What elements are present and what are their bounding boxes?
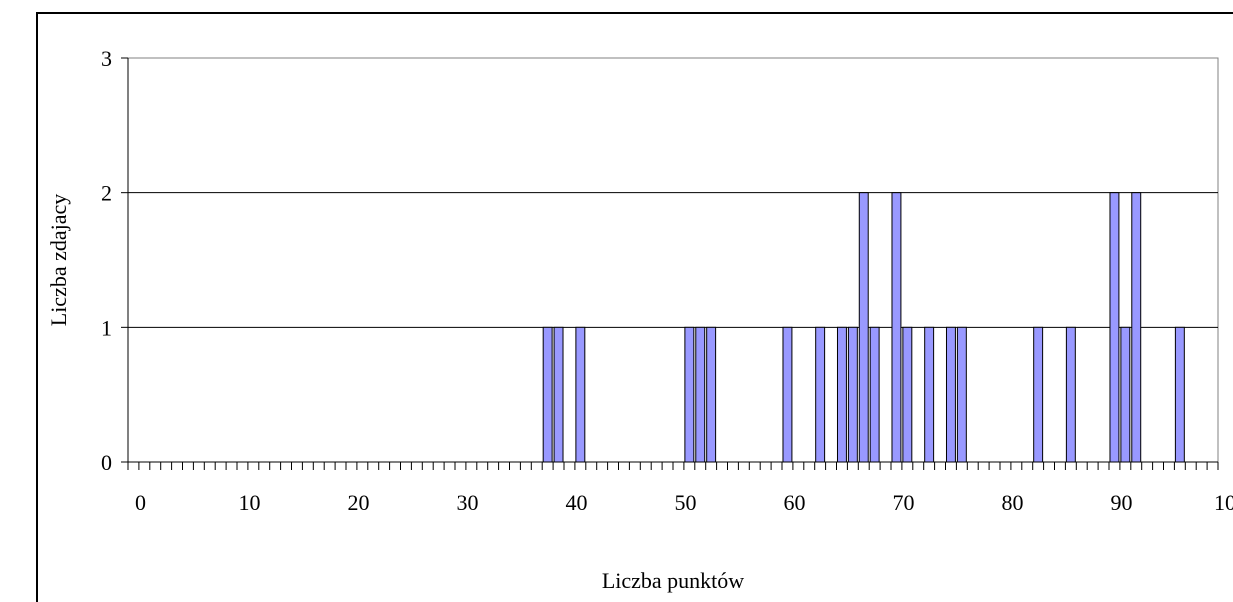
bar-76 xyxy=(956,326,967,463)
bar-53 xyxy=(706,326,717,463)
bar-83 xyxy=(1033,326,1044,463)
x-tick-label-80: 80 xyxy=(1001,490,1023,515)
x-tick-label-10: 10 xyxy=(238,490,260,515)
x-tick-label-20: 20 xyxy=(347,490,369,515)
axes xyxy=(121,57,1219,470)
bar-38 xyxy=(542,326,553,463)
y-tick-label-1: 1 xyxy=(101,315,112,340)
bar-41 xyxy=(575,326,586,463)
bar-67 xyxy=(858,192,869,463)
x-tick-label-60: 60 xyxy=(783,490,805,515)
bar-52 xyxy=(695,326,706,463)
x-tick-label-40: 40 xyxy=(565,490,587,515)
plot-area xyxy=(127,57,1219,463)
bar-71 xyxy=(902,326,913,463)
x-tick-label-100: 100 xyxy=(1214,490,1233,515)
bar-75 xyxy=(945,326,956,463)
y-tick-label-3: 3 xyxy=(101,46,112,71)
x-tick-label-90: 90 xyxy=(1110,490,1132,515)
bar-66 xyxy=(847,326,858,463)
y-tick-label-0: 0 xyxy=(101,450,112,475)
bar-68 xyxy=(869,326,880,463)
bar-51 xyxy=(684,326,695,463)
bar-96 xyxy=(1174,326,1185,463)
bar-60 xyxy=(782,326,793,463)
bar-91 xyxy=(1120,326,1131,463)
x-axis-title: Liczba punktów xyxy=(602,568,744,593)
bar-92 xyxy=(1131,192,1142,463)
y-axis-title: Liczba zdajacy xyxy=(46,194,71,327)
x-tick-label-70: 70 xyxy=(892,490,914,515)
x-tick-label-0: 0 xyxy=(135,490,146,515)
x-tick-label-50: 50 xyxy=(674,490,696,515)
chart-frame xyxy=(36,12,1233,602)
bar-86 xyxy=(1065,326,1076,463)
bar-73 xyxy=(924,326,935,463)
x-tick-label-30: 30 xyxy=(456,490,478,515)
tick-labels: 0 10 20 30 40 50 60 70 80 90 100 0 1 2 3 xyxy=(101,46,1233,515)
bar-90 xyxy=(1109,192,1120,463)
bar-39 xyxy=(553,326,564,463)
bar-70 xyxy=(891,192,902,463)
bar-65 xyxy=(836,326,847,463)
y-tick-label-2: 2 xyxy=(101,181,112,206)
bar-63 xyxy=(815,326,826,463)
